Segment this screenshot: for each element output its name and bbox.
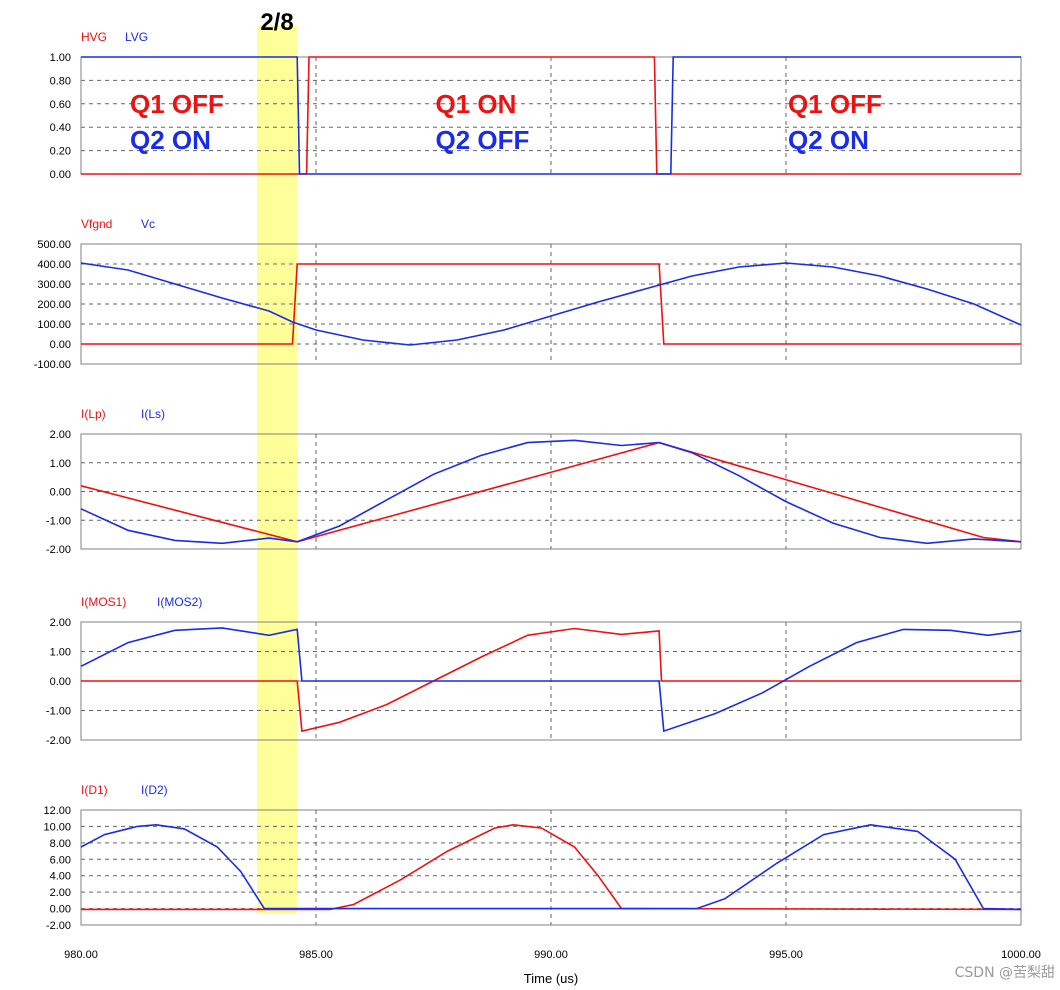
plot-frame	[80, 433, 1022, 550]
series-label: I(Ls)	[141, 407, 165, 421]
series-line	[80, 823, 1022, 911]
y-tick-label: 1.00	[50, 458, 71, 470]
watermark: CSDN @苦梨甜	[955, 965, 1055, 981]
state-annotation: Q2 ON	[788, 125, 869, 155]
y-tick-label: 300.00	[37, 279, 71, 291]
y-tick-label: 0.00	[50, 676, 71, 688]
x-tick-label: 980.00	[64, 949, 98, 961]
y-tick-label: 0.80	[50, 75, 71, 87]
y-tick-label: 0.00	[50, 339, 71, 351]
series-label: Vfgnd	[81, 217, 112, 231]
y-tick-label: 0.00	[50, 487, 71, 499]
series-label: HVG	[81, 30, 107, 44]
y-tick-label: 2.00	[50, 429, 71, 441]
y-tick-label: 500.00	[37, 239, 71, 251]
y-tick-label: -100.00	[34, 359, 71, 371]
y-tick-label: -1.00	[46, 706, 71, 718]
y-tick-label: 10.00	[43, 821, 71, 833]
y-tick-label: 400.00	[37, 259, 71, 271]
y-tick-label: 0.60	[50, 99, 71, 111]
series-line	[81, 263, 1021, 345]
series-line	[81, 627, 1021, 733]
series-line	[81, 56, 1021, 175]
y-tick-label: 0.40	[50, 122, 71, 134]
series-line	[81, 56, 1021, 175]
y-tick-label: 4.00	[50, 871, 71, 883]
marker-label: 2/8	[260, 9, 293, 36]
series-label: I(Lp)	[81, 407, 106, 421]
y-tick-label: 0.20	[50, 146, 71, 158]
y-tick-label: 2.00	[50, 617, 71, 629]
y-tick-label: 100.00	[37, 319, 71, 331]
x-tick-label: 995.00	[769, 949, 803, 961]
y-tick-label: 0.00	[50, 169, 71, 181]
series-label: LVG	[125, 30, 148, 44]
y-tick-label: 0.00	[50, 904, 71, 916]
series-label: Vc	[141, 217, 155, 231]
y-tick-label: -2.00	[46, 544, 71, 556]
series-line	[80, 439, 1022, 545]
y-tick-label: -2.00	[46, 920, 71, 932]
state-annotation: Q1 OFF	[130, 89, 224, 119]
series-line	[80, 627, 1022, 733]
y-tick-label: 1.00	[50, 52, 71, 64]
state-annotation: Q1 ON	[436, 89, 517, 119]
y-tick-label: -1.00	[46, 515, 71, 527]
y-tick-label: 2.00	[50, 887, 71, 899]
y-tick-label: 200.00	[37, 299, 71, 311]
plot-frame	[80, 243, 1022, 365]
state-annotation: Q2 ON	[130, 125, 211, 155]
x-tick-label: 985.00	[299, 949, 333, 961]
series-line	[80, 262, 1022, 346]
plot-frame	[80, 809, 1022, 926]
x-tick-label: 990.00	[534, 949, 568, 961]
series-label: I(MOS2)	[157, 595, 202, 609]
series-label: I(D2)	[141, 783, 168, 797]
x-tick-label: 1000.00	[1001, 949, 1041, 961]
highlight-band	[257, 26, 297, 914]
state-annotation: Q1 OFF	[788, 89, 882, 119]
state-annotation: Q2 OFF	[436, 125, 530, 155]
series-line	[81, 823, 1022, 911]
y-tick-label: 6.00	[50, 854, 71, 866]
x-axis-label: Time (us)	[524, 971, 578, 986]
y-tick-label: 12.00	[43, 805, 71, 817]
y-tick-label: -2.00	[46, 735, 71, 747]
y-tick-label: 1.00	[50, 647, 71, 659]
y-tick-label: 8.00	[50, 838, 71, 850]
series-label: I(D1)	[81, 783, 108, 797]
series-label: I(MOS1)	[81, 595, 126, 609]
